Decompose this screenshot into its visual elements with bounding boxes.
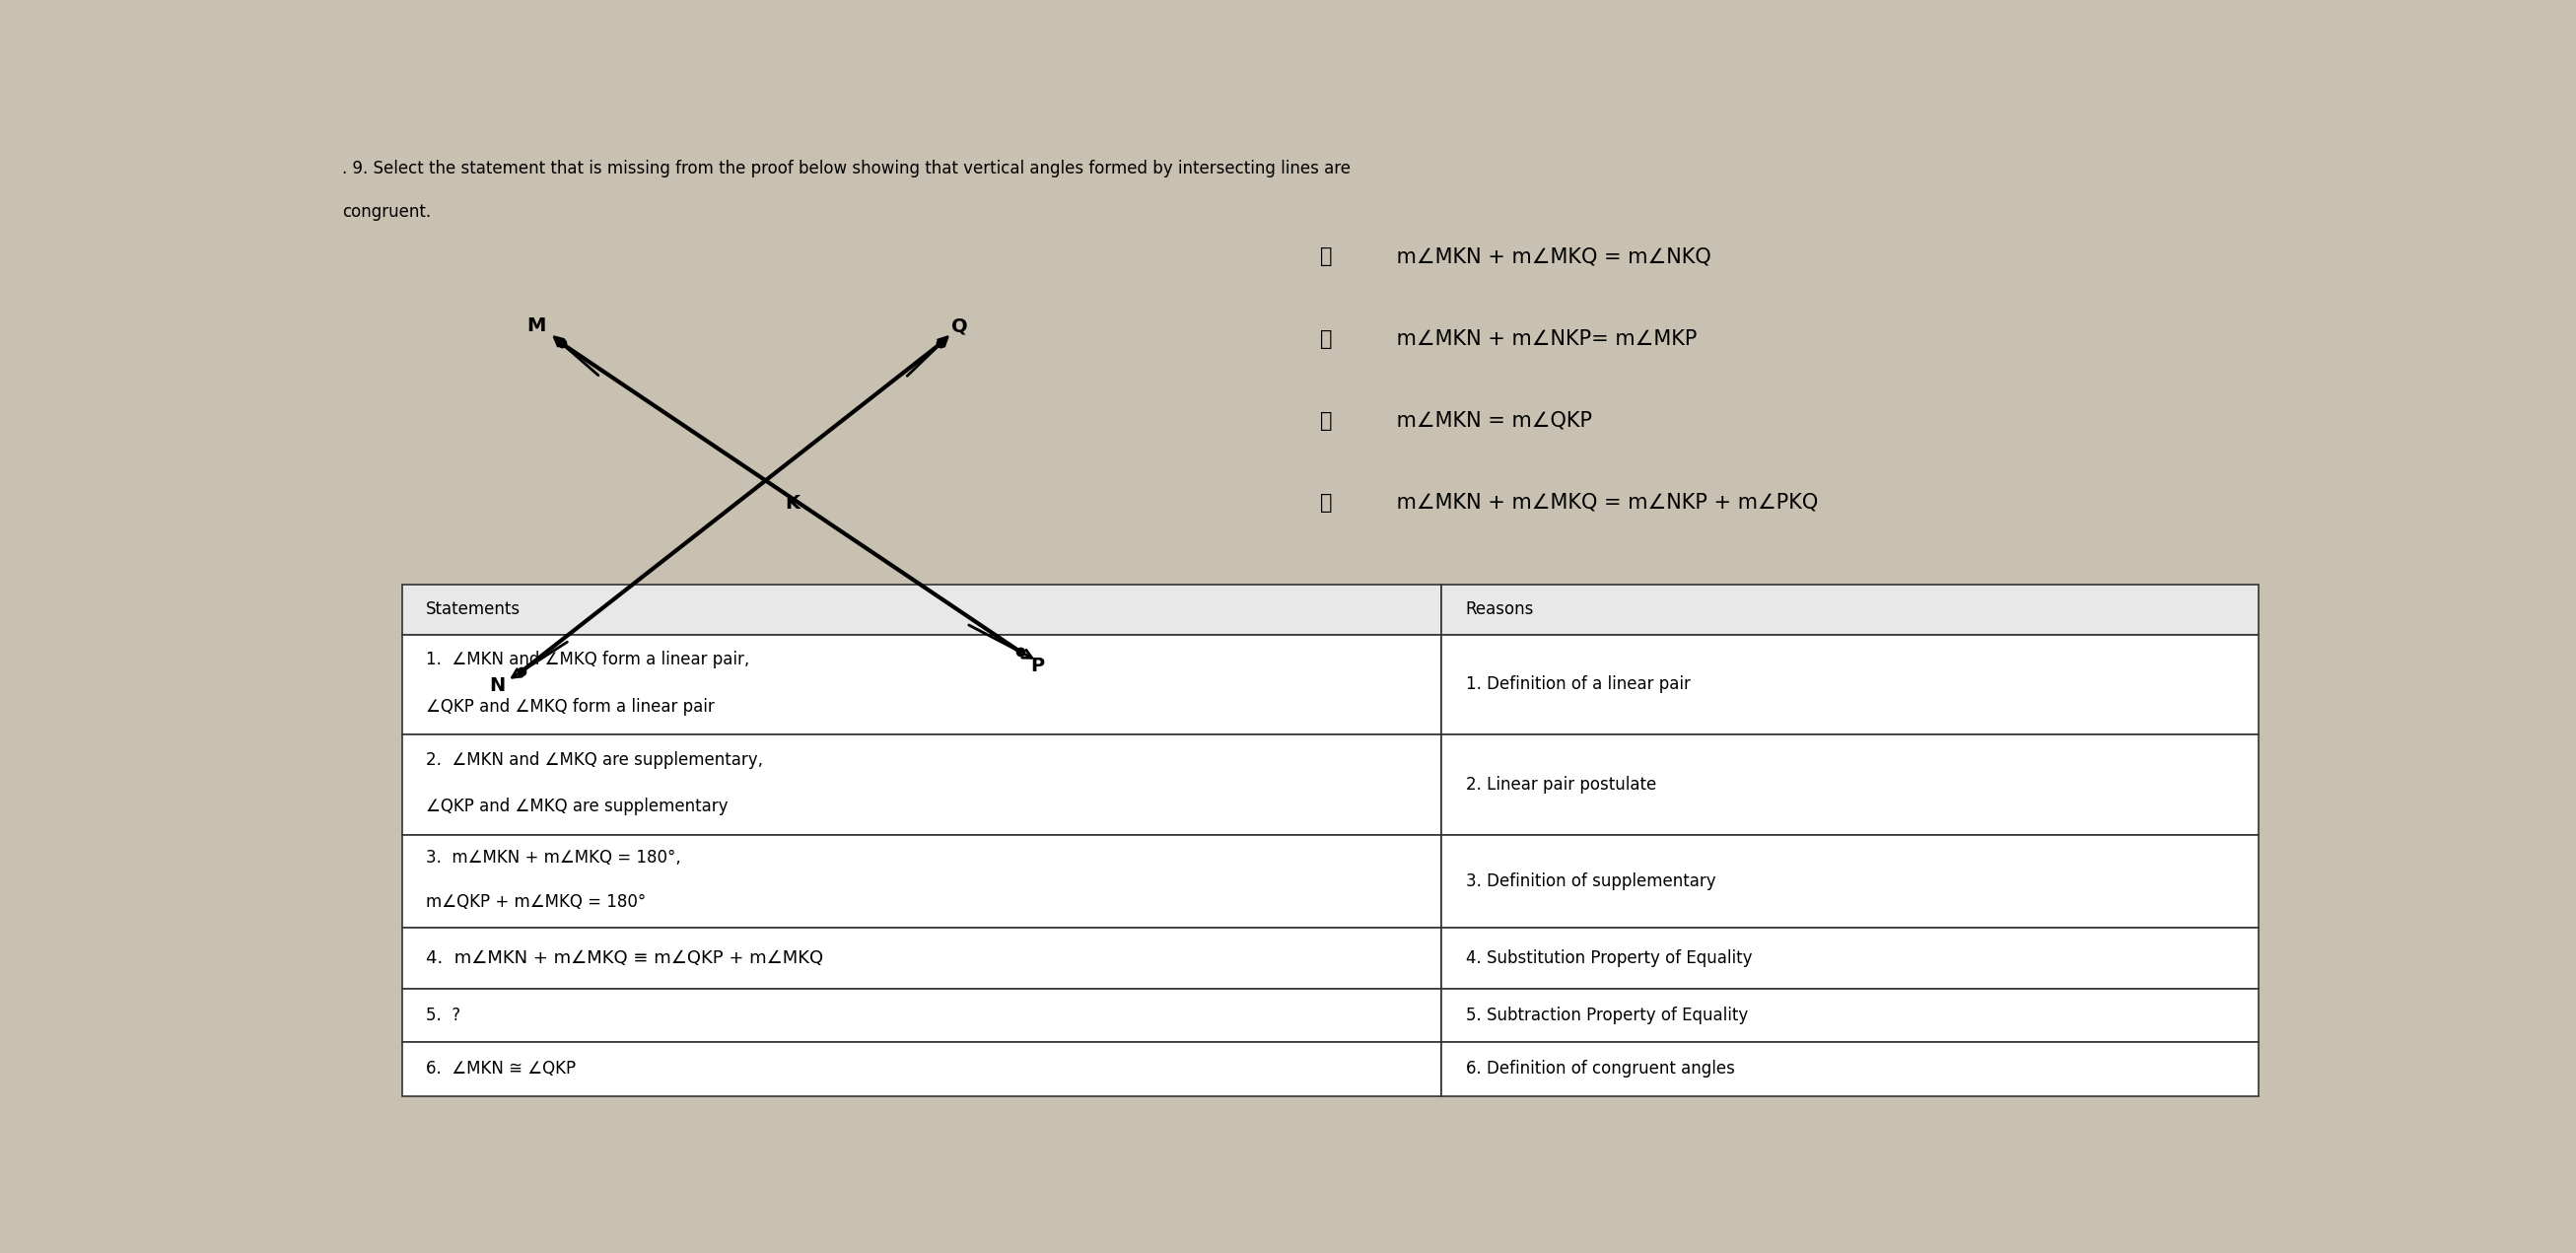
Text: m∠MKN + m∠NKP= m∠MKP: m∠MKN + m∠NKP= m∠MKP [1391,328,1698,348]
Text: 2. Linear pair postulate: 2. Linear pair postulate [1466,776,1656,793]
Text: K: K [786,494,801,512]
Bar [1443,634,2259,734]
Text: Ⓒ: Ⓒ [1321,411,1332,431]
Bar [1443,989,2259,1042]
Text: ∠QKP and ∠MKQ form a linear pair: ∠QKP and ∠MKQ form a linear pair [425,698,714,715]
Text: m∠MKN + m∠MKQ = m∠NKP + m∠PKQ: m∠MKN + m∠MKQ = m∠NKP + m∠PKQ [1391,492,1819,512]
Bar [1443,734,2259,834]
Text: 6.  ∠MKN ≅ ∠QKP: 6. ∠MKN ≅ ∠QKP [425,1060,577,1078]
Bar [402,834,1443,927]
Text: 4.  m∠MKN + m∠MKQ ≡ m∠QKP + m∠MKQ: 4. m∠MKN + m∠MKQ ≡ m∠QKP + m∠MKQ [425,950,824,967]
Bar [1443,1042,2259,1096]
Bar [402,989,1443,1042]
Text: m∠MKN + m∠MKQ = m∠NKQ: m∠MKN + m∠MKQ = m∠NKQ [1391,247,1710,267]
Text: 6. Definition of congruent angles: 6. Definition of congruent angles [1466,1060,1734,1078]
Bar [402,734,1443,834]
Bar [402,1042,1443,1096]
Text: Statements: Statements [425,600,520,619]
Bar [1443,927,2259,989]
Text: Q: Q [951,317,966,336]
Text: N: N [489,677,505,695]
Text: P: P [1030,657,1046,675]
Text: 3. Definition of supplementary: 3. Definition of supplementary [1466,872,1716,890]
Text: m∠QKP + m∠MKQ = 180°: m∠QKP + m∠MKQ = 180° [425,893,647,911]
Text: congruent.: congruent. [343,203,430,222]
Text: m∠MKN = m∠QKP: m∠MKN = m∠QKP [1391,411,1592,431]
Bar [402,584,1443,634]
Bar [402,634,1443,734]
Text: ∠QKP and ∠MKQ are supplementary: ∠QKP and ∠MKQ are supplementary [425,798,729,816]
Text: Ⓑ: Ⓑ [1321,328,1332,348]
Text: 1.  ∠MKN and ∠MKQ form a linear pair,: 1. ∠MKN and ∠MKQ form a linear pair, [425,650,750,669]
Text: Reasons: Reasons [1466,600,1533,619]
Text: M: M [526,317,546,336]
Text: 4. Substitution Property of Equality: 4. Substitution Property of Equality [1466,950,1752,967]
Text: Ⓓ: Ⓓ [1321,492,1332,512]
Text: 5.  ?: 5. ? [425,1006,461,1024]
Text: . 9. Select the statement that is missing from the proof below showing that vert: . 9. Select the statement that is missin… [343,160,1350,178]
Text: 2.  ∠MKN and ∠MKQ are supplementary,: 2. ∠MKN and ∠MKQ are supplementary, [425,751,762,768]
Text: 3.  m∠MKN + m∠MKQ = 180°,: 3. m∠MKN + m∠MKQ = 180°, [425,850,680,867]
Text: 5. Subtraction Property of Equality: 5. Subtraction Property of Equality [1466,1006,1747,1024]
Bar [1443,584,2259,634]
Text: 1. Definition of a linear pair: 1. Definition of a linear pair [1466,675,1690,693]
Text: Ⓐ: Ⓐ [1321,247,1332,267]
Bar [1443,834,2259,927]
Bar [402,927,1443,989]
